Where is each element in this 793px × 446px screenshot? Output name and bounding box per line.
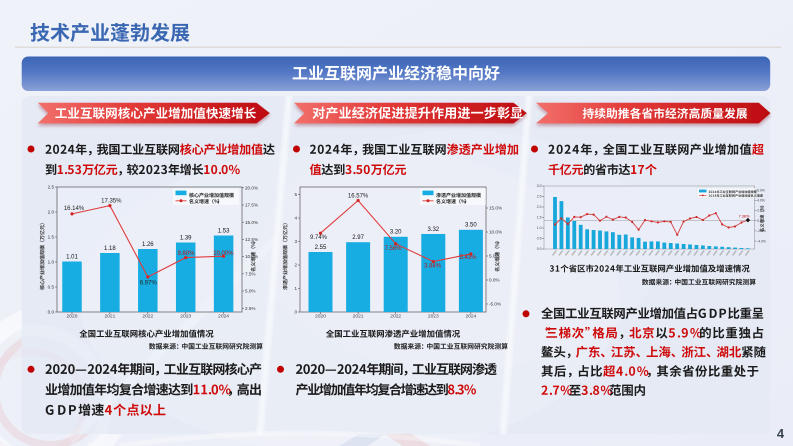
svg-text:3.32: 3.32: [427, 227, 439, 233]
svg-text:2.5: 2.5: [48, 185, 55, 190]
svg-text:2.55: 2.55: [315, 245, 327, 251]
svg-text:15.0%: 15.0%: [245, 220, 258, 225]
svg-text:0.0%: 0.0%: [757, 219, 765, 223]
svg-text:-5.0%: -5.0%: [489, 302, 501, 307]
svg-text:2022: 2022: [142, 314, 153, 320]
svg-text:2: 2: [294, 263, 297, 268]
svg-text:16.57%: 16.57%: [348, 194, 369, 200]
svg-text:10.0%: 10.0%: [489, 230, 502, 235]
svg-text:5.43%: 5.43%: [459, 255, 477, 261]
svg-text:1.0: 1.0: [537, 226, 542, 230]
svg-text:2022: 2022: [390, 314, 401, 320]
svg-text:2023: 2023: [180, 314, 191, 320]
svg-text:3.84%: 3.84%: [424, 264, 442, 270]
svg-text:-2.0%: -2.0%: [757, 229, 766, 233]
svg-text:1: 1: [294, 286, 297, 291]
svg-text:6.0%: 6.0%: [757, 188, 765, 192]
svg-text:17.35%: 17.35%: [101, 199, 122, 205]
svg-text:2.0: 2.0: [48, 210, 55, 215]
svg-text:2023: 2023: [428, 314, 439, 320]
svg-text:6.97%: 6.97%: [140, 281, 158, 287]
svg-text:0.0: 0.0: [48, 310, 55, 315]
svg-text:17.5%: 17.5%: [245, 203, 258, 208]
svg-text:1.39: 1.39: [180, 235, 192, 241]
svg-text:0.0%: 0.0%: [489, 278, 499, 283]
svg-text:3.0: 3.0: [537, 184, 542, 188]
svg-text:3: 3: [294, 239, 297, 244]
svg-text:2020: 2020: [315, 314, 326, 320]
svg-text:3.20: 3.20: [390, 230, 402, 236]
svg-text:4: 4: [777, 426, 785, 441]
svg-text:1.01: 1.01: [66, 254, 78, 260]
svg-text:2020: 2020: [67, 314, 78, 320]
svg-text:1.53: 1.53: [218, 228, 230, 234]
svg-text:16.14%: 16.14%: [64, 206, 85, 212]
svg-text:2.5%: 2.5%: [245, 306, 255, 311]
svg-text:2024: 2024: [218, 314, 229, 320]
svg-text:0: 0: [294, 310, 297, 315]
svg-text:20.0%: 20.0%: [245, 185, 258, 190]
svg-text:15.0%: 15.0%: [489, 206, 502, 211]
svg-text:7.56%: 7.56%: [384, 246, 402, 252]
svg-text:2021: 2021: [353, 314, 364, 320]
svg-text:12.5%: 12.5%: [245, 237, 258, 242]
svg-text:9.80%: 9.80%: [177, 251, 195, 257]
svg-text:0.5: 0.5: [48, 285, 55, 290]
svg-text:9.74%: 9.74%: [310, 235, 328, 241]
svg-text:5.0%: 5.0%: [245, 289, 255, 294]
svg-text:7.38%: 7.38%: [739, 215, 750, 219]
svg-text:7.5%: 7.5%: [245, 271, 255, 276]
svg-text:2024: 2024: [465, 314, 476, 320]
svg-text:0.5: 0.5: [537, 237, 542, 241]
svg-text:2.97: 2.97: [352, 235, 364, 241]
svg-text:1.5: 1.5: [48, 235, 55, 240]
svg-text:5.0%: 5.0%: [489, 254, 499, 259]
svg-text:-4.0%: -4.0%: [757, 239, 766, 243]
svg-text:10.00%: 10.00%: [213, 251, 234, 257]
svg-text:1.5: 1.5: [537, 216, 542, 220]
svg-text:5: 5: [294, 192, 297, 197]
svg-text:2.0%: 2.0%: [757, 209, 765, 213]
svg-text:1.26: 1.26: [142, 242, 154, 248]
svg-text:2.5: 2.5: [537, 195, 542, 199]
svg-text:2.0: 2.0: [537, 205, 542, 209]
svg-text:1.18: 1.18: [104, 246, 116, 252]
svg-text:0.0: 0.0: [537, 247, 542, 251]
svg-text:1.0: 1.0: [48, 260, 55, 265]
svg-text:4.0%: 4.0%: [757, 199, 765, 203]
svg-text:4: 4: [294, 216, 297, 221]
svg-text:3.50: 3.50: [465, 223, 477, 229]
svg-text:2021: 2021: [104, 314, 115, 320]
svg-text:10.0%: 10.0%: [245, 254, 258, 259]
